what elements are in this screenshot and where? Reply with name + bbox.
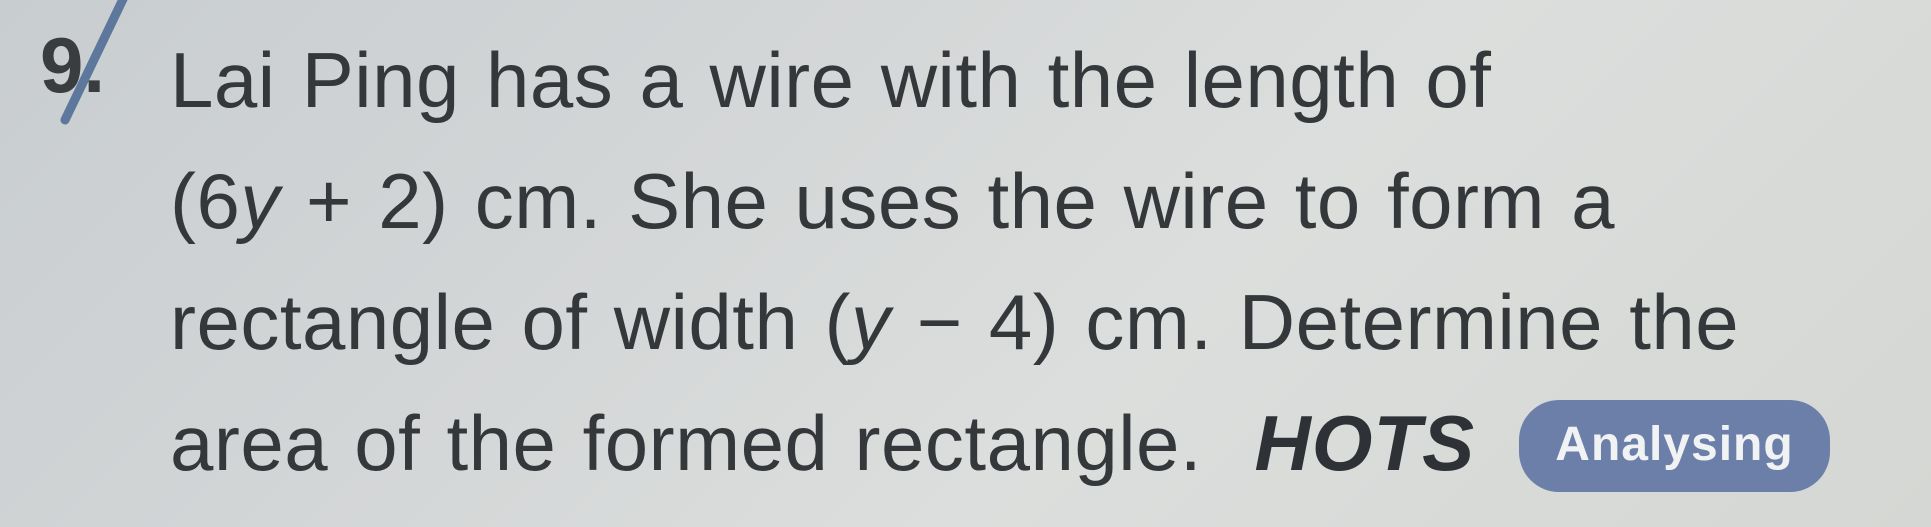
variable-y: y [240,157,280,245]
text-segment: − 4) cm. Determine the [891,278,1740,366]
text-line-4: area of the formed rectangle. HOTS Analy… [170,383,1891,504]
hots-label: HOTS [1254,399,1475,487]
question-text: Lai Ping has a wire with the length of (… [170,20,1891,504]
question-number: 9. [40,20,105,111]
text-segment: area of the formed rectangle. [170,399,1202,487]
text-segment: + 2) cm. She uses the wire to form a [280,157,1615,245]
text-line-2: (6y + 2) cm. She uses the wire to form a [170,141,1891,262]
text-line-1: Lai Ping has a wire with the length of [170,20,1891,141]
question-block: 9. Lai Ping has a wire with the length o… [40,20,1891,504]
text-segment: Lai Ping has a wire with the length of [170,36,1491,124]
text-segment: rectangle of width ( [170,278,851,366]
skill-badge: Analysing [1519,400,1829,492]
text-line-3: rectangle of width (y − 4) cm. Determine… [170,262,1891,383]
variable-y: y [851,278,891,366]
text-segment: (6 [170,157,240,245]
